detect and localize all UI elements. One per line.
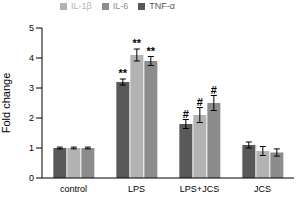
html-text:IL-1β: IL-1β (71, 1, 92, 11)
svg-text:Fold change: Fold change (8, 73, 12, 134)
svg-text:**: ** (119, 67, 128, 79)
svg-text:4: 4 (29, 53, 34, 63)
svg-text:control: control (60, 184, 87, 194)
svg-text:0: 0 (29, 173, 34, 183)
svg-text:#: # (197, 96, 203, 108)
svg-text:#: # (211, 84, 217, 96)
svg-text:1: 1 (29, 143, 34, 153)
svg-text:**: ** (133, 37, 142, 49)
svg-text:2: 2 (29, 113, 34, 123)
svg-text:3: 3 (29, 83, 34, 93)
svg-text:**: ** (147, 45, 156, 57)
html-text:IL-6: IL-6 (112, 1, 129, 11)
svg-text:JCS: JCS (254, 184, 271, 194)
svg-text:5: 5 (29, 23, 34, 33)
html-text:TNF-α: TNF-α (149, 1, 175, 11)
svg-text:LPS: LPS (128, 184, 145, 194)
svg-text:#: # (183, 108, 189, 120)
svg-text:LPS+JCS: LPS+JCS (180, 184, 219, 194)
